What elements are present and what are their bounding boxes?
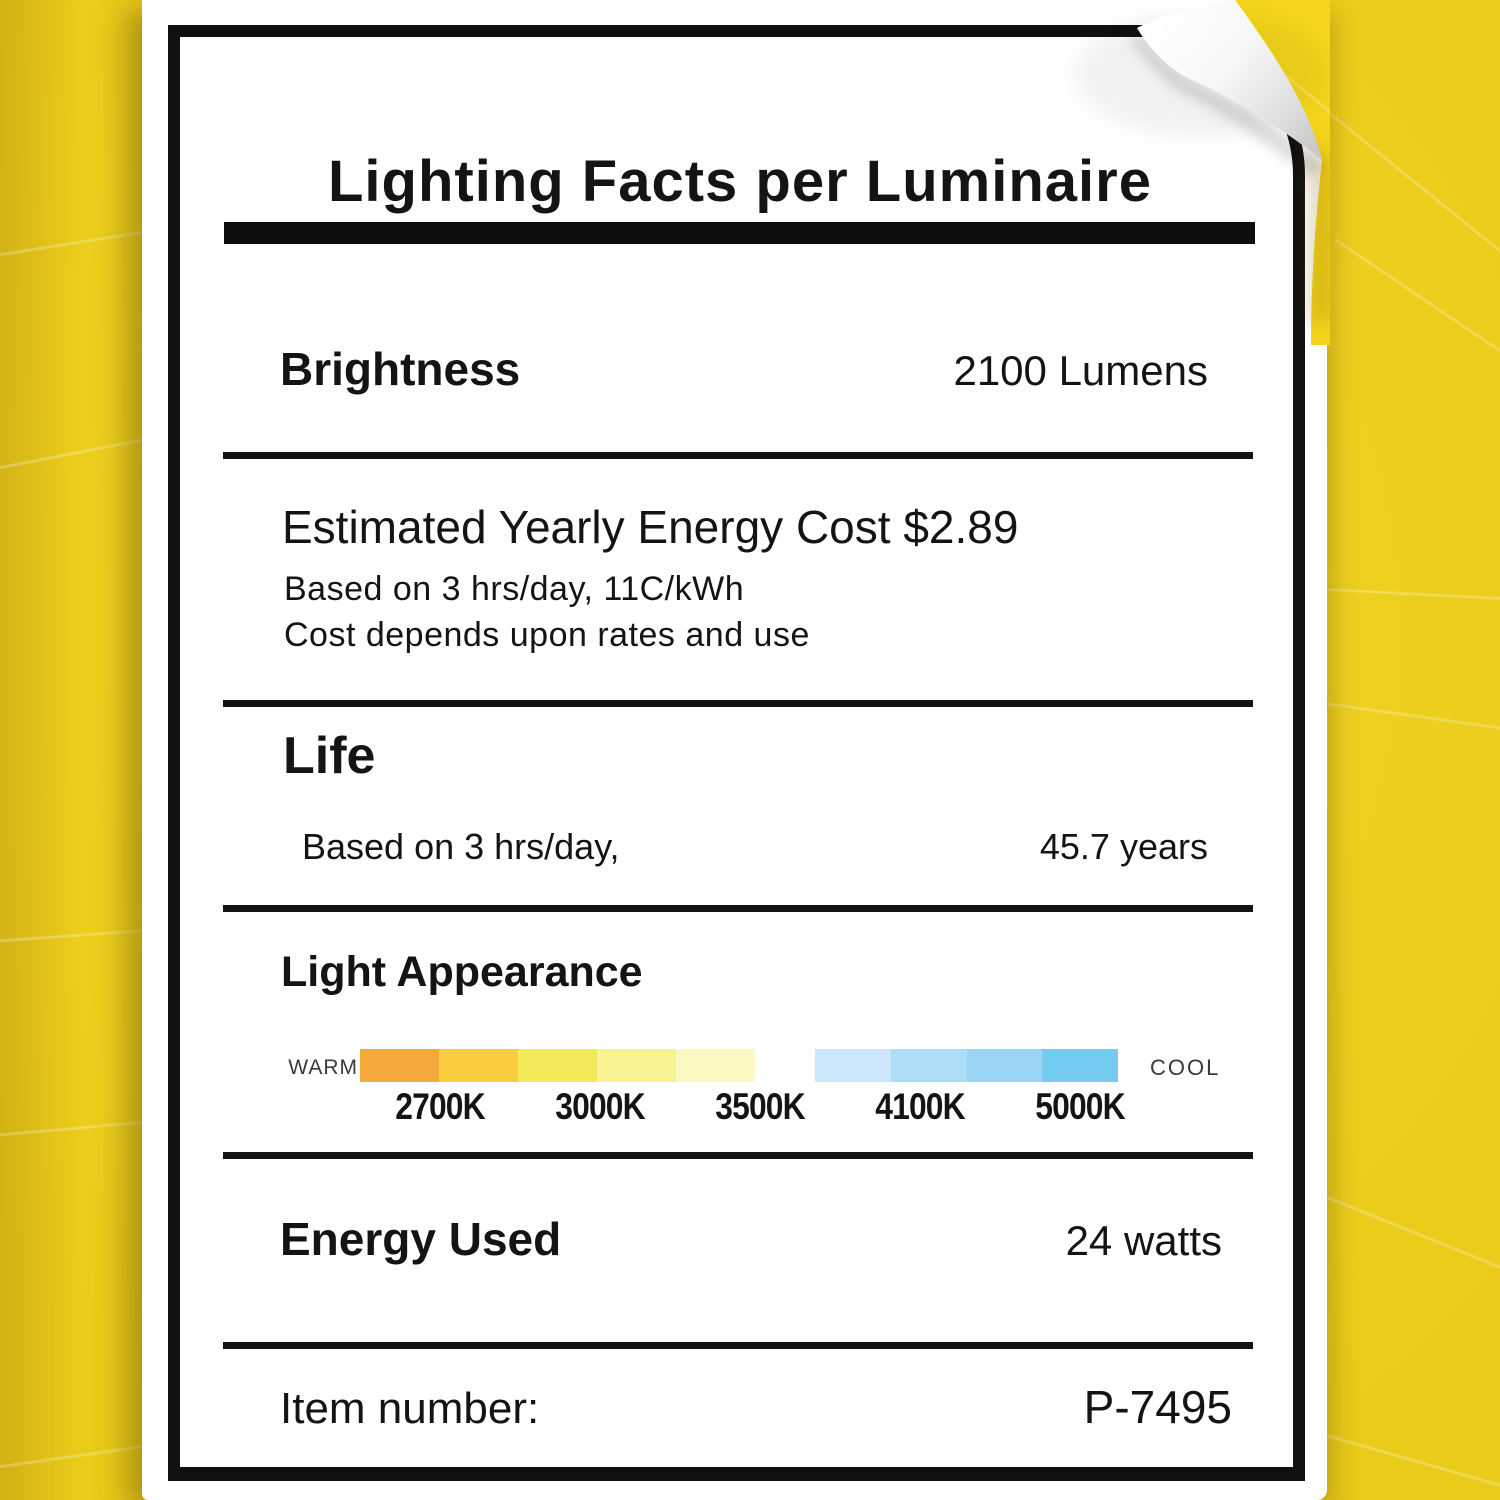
kelvin-scale-ticks: 2700K 3000K 3500K 4100K 5000K [360,1086,1160,1128]
color-swatch [360,1049,439,1082]
label-border [168,25,1305,1481]
energy-used-row: Energy Used 24 watts [280,1212,1222,1266]
energy-used-value: 24 watts [1065,1217,1222,1264]
curl-page-back [1137,0,1322,160]
warm-label: WARM [288,1056,358,1079]
label-sheet [142,0,1327,1500]
section-divider [223,452,1253,459]
color-swatch [1042,1049,1118,1082]
curl-cast-shadow-on-background [1305,138,1330,322]
background-left-shade [0,0,80,1500]
color-swatch [815,1049,891,1082]
kelvin-tick: 4100K [840,1086,1000,1128]
kelvin-tick-label: 4100K [875,1086,965,1127]
kelvin-tick-label: 2700K [395,1086,485,1127]
kelvin-tick: 5000K [1000,1086,1160,1128]
kelvin-tick: 2700K [360,1086,520,1128]
color-swatch [518,1049,597,1082]
energy-cost-note: Cost depends upon rates and use [284,616,810,654]
item-number-value: P-7495 [1083,1381,1232,1433]
section-divider [223,700,1253,707]
life-heading: Life [283,727,376,785]
color-swatch [439,1049,518,1082]
kelvin-tick-label: 5000K [1035,1086,1125,1127]
item-number-row: Item number: P-7495 [280,1380,1232,1434]
color-swatch [597,1049,676,1082]
kelvin-tick-label: 3000K [555,1086,645,1127]
brightness-value: 2100 Lumens [953,347,1208,394]
kelvin-tick: 3500K [680,1086,840,1128]
section-divider [223,1152,1253,1159]
section-divider [223,905,1253,912]
color-swatch [966,1049,1043,1082]
warm-scale [360,1049,755,1082]
cool-scale [815,1049,1118,1082]
life-value: 45.7 years [1039,826,1208,867]
energy-used-label: Energy Used [280,1213,562,1265]
section-divider [223,1342,1253,1349]
life-basis: Based on 3 hrs/day, [302,826,620,867]
color-swatch [890,1049,967,1082]
brightness-row: Brightness 2100 Lumens [280,342,1208,396]
kelvin-tick-label: 3500K [715,1086,805,1127]
brightness-label: Brightness [280,343,521,395]
energy-cost-basis: Based on 3 hrs/day, 11C/kWh [284,570,745,608]
kelvin-tick: 3000K [520,1086,680,1128]
item-number-label: Item number: [280,1384,540,1433]
light-appearance-heading: Light Appearance [281,948,643,996]
title-underline-bar [224,222,1255,244]
color-swatch [676,1049,755,1082]
life-row: Based on 3 hrs/day, 45.7 years [302,826,1208,868]
cool-label: COOL [1150,1055,1221,1080]
energy-cost-heading: Estimated Yearly Energy Cost $2.89 [282,501,1019,553]
label-title: Lighting Facts per Luminaire [328,149,1152,214]
page-curl [1075,0,1330,345]
